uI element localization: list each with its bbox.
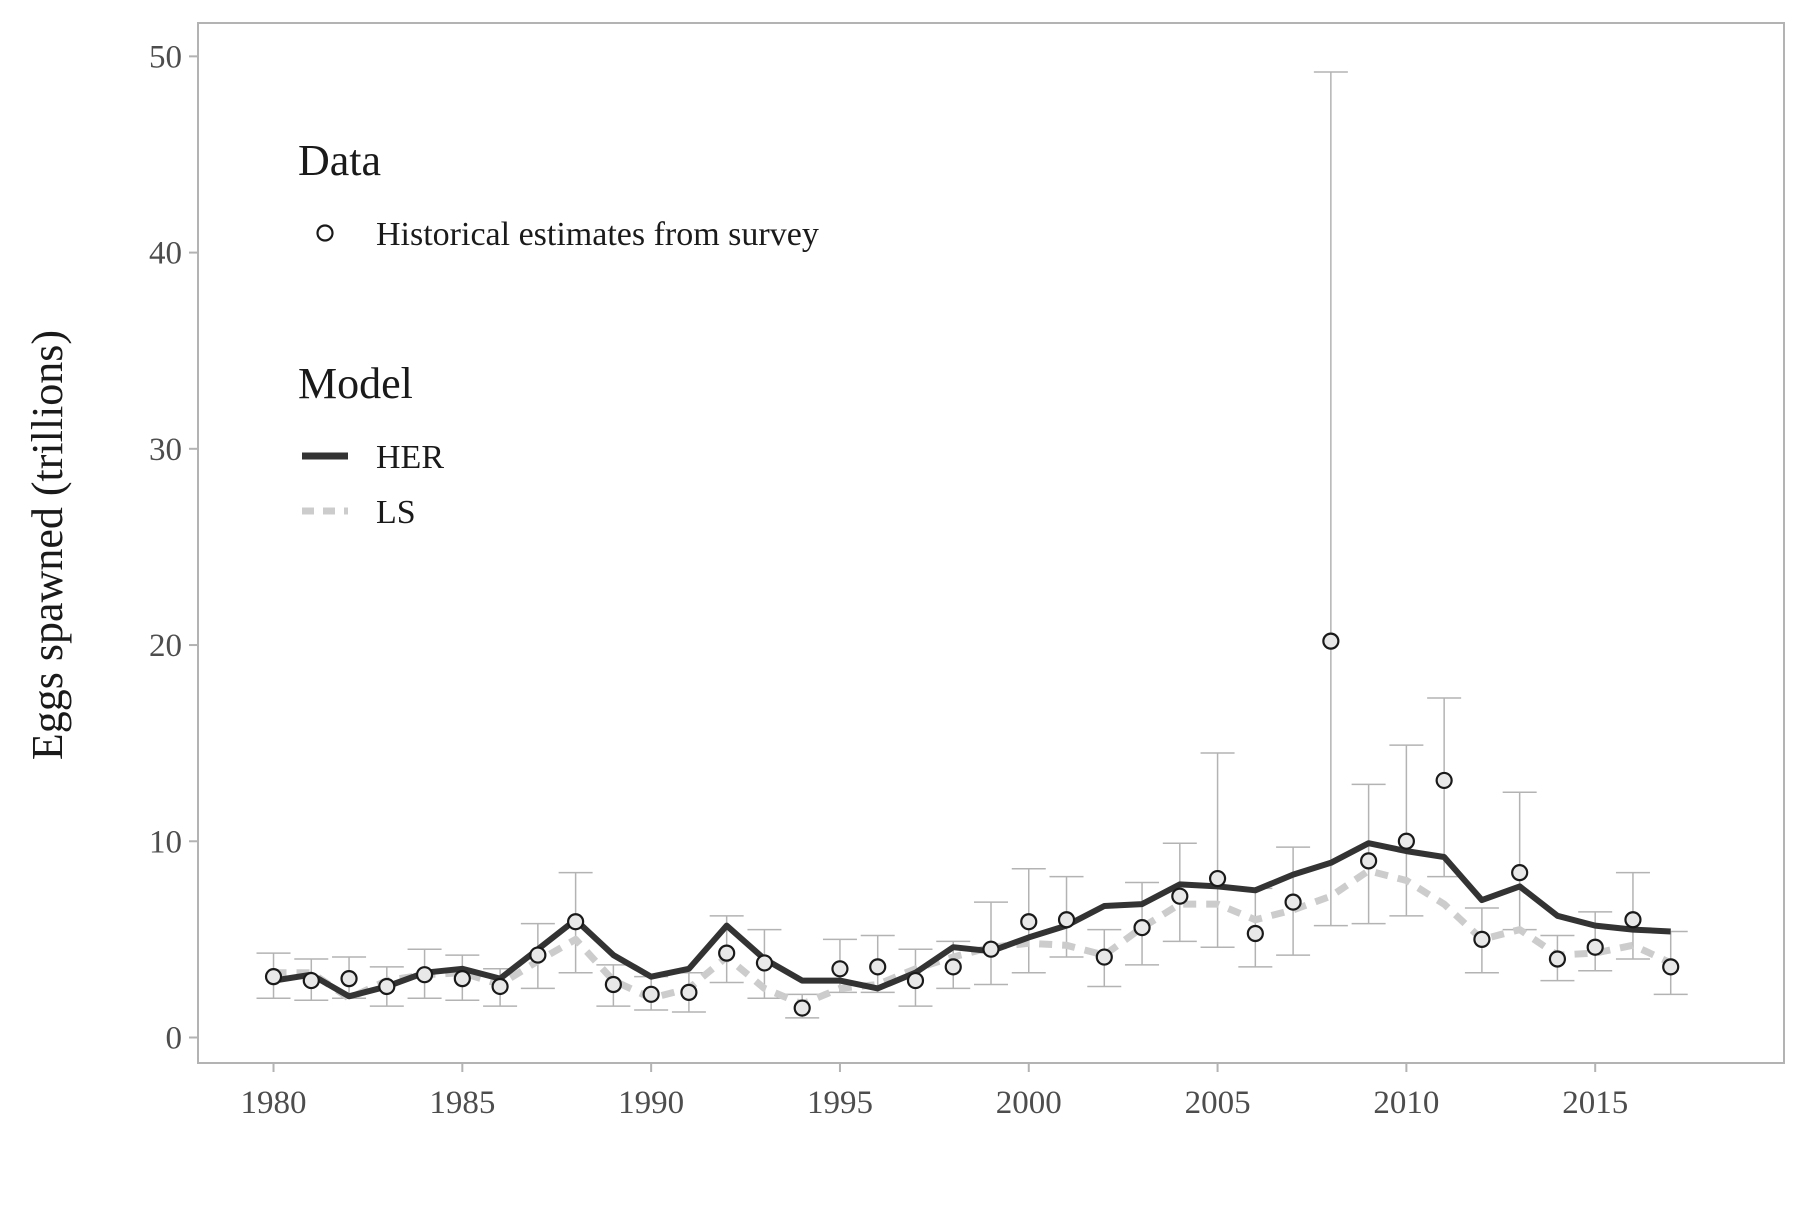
survey-point xyxy=(906,971,925,990)
survey-point xyxy=(567,913,585,931)
y-tick-label: 40 xyxy=(149,236,182,272)
survey-point xyxy=(1020,913,1038,931)
x-tick-label: 1995 xyxy=(807,1085,873,1121)
survey-point xyxy=(680,983,698,1001)
survey-point xyxy=(491,977,509,996)
survey-point xyxy=(340,970,358,988)
survey-point xyxy=(529,946,547,964)
survey-point xyxy=(1208,869,1227,888)
survey-point xyxy=(302,971,320,990)
x-tick-label: 2010 xyxy=(1373,1085,1439,1121)
legend-survey-marker xyxy=(316,224,334,242)
error-bar xyxy=(1389,744,1424,917)
y-tick-label: 20 xyxy=(149,628,182,664)
x-tick-label: 2005 xyxy=(1185,1085,1251,1121)
survey-points xyxy=(264,632,1680,1017)
survey-point xyxy=(1360,852,1378,870)
error-bar xyxy=(1313,71,1348,927)
survey-point xyxy=(415,966,434,984)
survey-point xyxy=(1322,632,1340,650)
survey-point xyxy=(264,968,283,986)
survey-point xyxy=(793,999,811,1017)
error-bar xyxy=(1200,752,1235,948)
legend-survey-label: Historical estimates from survey xyxy=(376,216,819,253)
y-tick-label: 0 xyxy=(166,1020,183,1056)
model-lines xyxy=(273,840,1673,1008)
error-bars xyxy=(256,71,1688,1019)
survey-point xyxy=(642,985,660,1003)
legend-ls-label: LS xyxy=(376,494,416,531)
survey-point xyxy=(1511,864,1529,882)
survey-point xyxy=(1586,938,1604,956)
survey-point xyxy=(1548,950,1567,968)
y-axis-label: Eggs spawned (trillions) xyxy=(23,330,72,760)
legend-data-title: Data xyxy=(298,136,381,185)
y-tick-label: 50 xyxy=(149,39,182,75)
survey-point xyxy=(1171,887,1189,905)
survey-point xyxy=(1624,911,1642,929)
survey-point xyxy=(869,958,887,976)
survey-point xyxy=(1095,948,1113,966)
survey-point xyxy=(1057,911,1076,929)
survey-point xyxy=(604,975,622,994)
survey-point xyxy=(1397,832,1415,850)
survey-point xyxy=(755,954,774,972)
y-axis: 0 10 20 30 40 50 xyxy=(149,39,198,1056)
legend-model-title: Model xyxy=(298,359,413,408)
survey-point xyxy=(718,944,736,962)
survey-point xyxy=(1133,919,1151,937)
survey-point xyxy=(453,970,471,988)
survey-point xyxy=(1435,771,1453,790)
legend-her-label: HER xyxy=(376,439,444,476)
survey-point xyxy=(1284,893,1302,911)
x-axis: 1980 1985 1990 1995 2000 2005 2010 2015 xyxy=(241,1063,1628,1121)
survey-point xyxy=(378,977,396,996)
survey-point xyxy=(831,960,849,978)
x-tick-label: 1980 xyxy=(241,1085,307,1121)
her-series-line xyxy=(273,840,1671,1000)
survey-point xyxy=(1662,958,1680,976)
x-tick-label: 2000 xyxy=(996,1085,1062,1121)
y-tick-label: 10 xyxy=(149,824,182,860)
x-tick-label: 1990 xyxy=(618,1085,684,1121)
x-tick-label: 1985 xyxy=(429,1085,495,1121)
survey-point xyxy=(1246,924,1264,943)
survey-point xyxy=(982,940,1000,958)
legend: Data Historical estimates from survey Mo… xyxy=(298,136,819,531)
survey-point xyxy=(944,958,962,976)
y-tick-label: 30 xyxy=(149,432,182,468)
survey-point xyxy=(1473,930,1491,948)
x-tick-label: 2015 xyxy=(1562,1085,1628,1121)
